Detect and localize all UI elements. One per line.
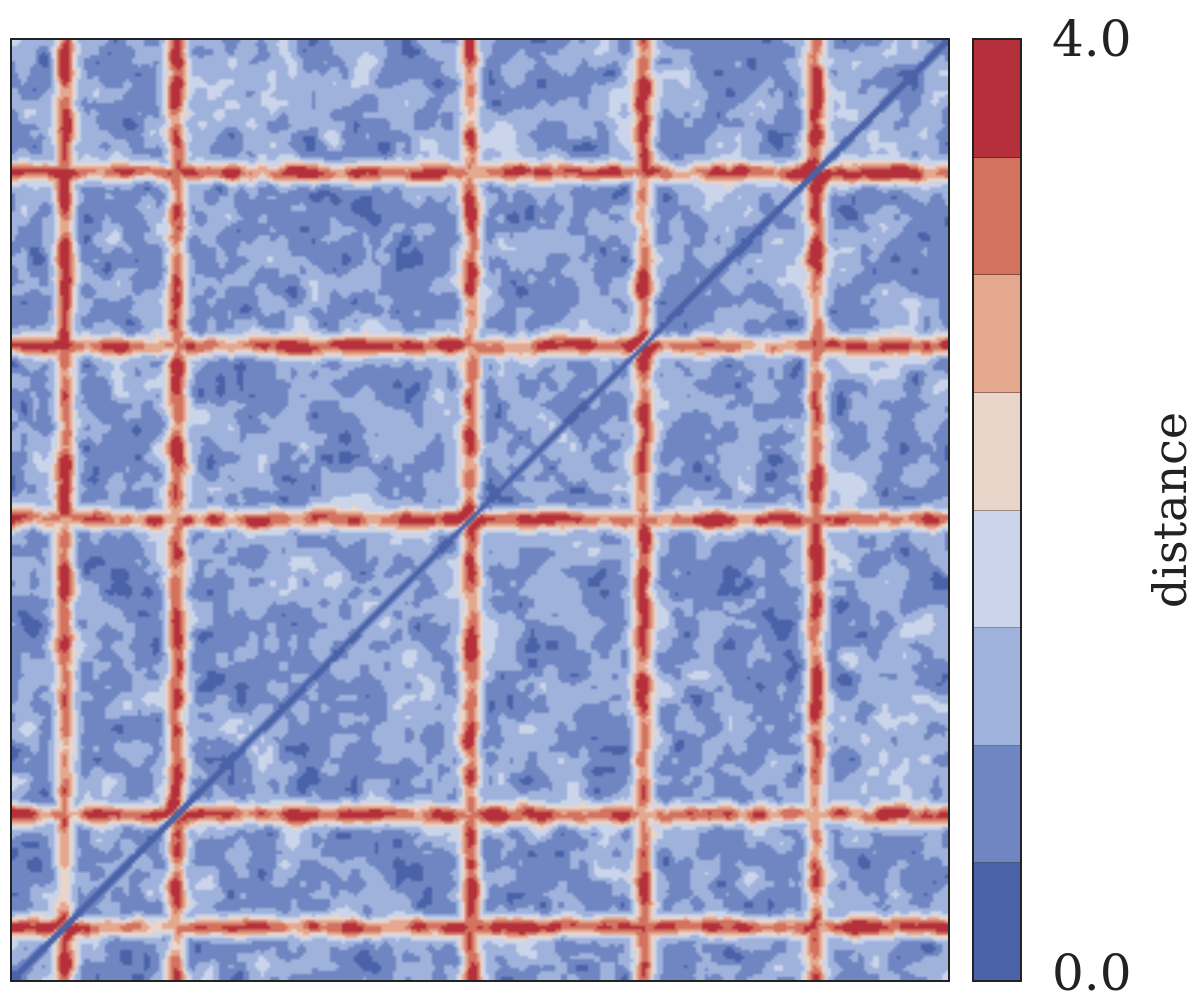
colorbar-segment bbox=[974, 40, 1020, 158]
colorbar bbox=[972, 38, 1022, 982]
colorbar-min-tick: 0.0 bbox=[1052, 944, 1132, 1002]
colorbar-max-tick: 4.0 bbox=[1052, 10, 1132, 68]
colorbar-segment bbox=[974, 157, 1020, 276]
colorbar-segment bbox=[974, 863, 1020, 980]
heatmap-canvas bbox=[12, 40, 948, 980]
colorbar-label: distance bbox=[1143, 411, 1197, 609]
colorbar-segment bbox=[974, 510, 1020, 629]
colorbar-segment bbox=[974, 745, 1020, 864]
colorbar-segment bbox=[974, 628, 1020, 746]
distance-heatmap bbox=[10, 38, 950, 982]
colorbar-segment bbox=[974, 275, 1020, 393]
colorbar-segment bbox=[974, 392, 1020, 511]
